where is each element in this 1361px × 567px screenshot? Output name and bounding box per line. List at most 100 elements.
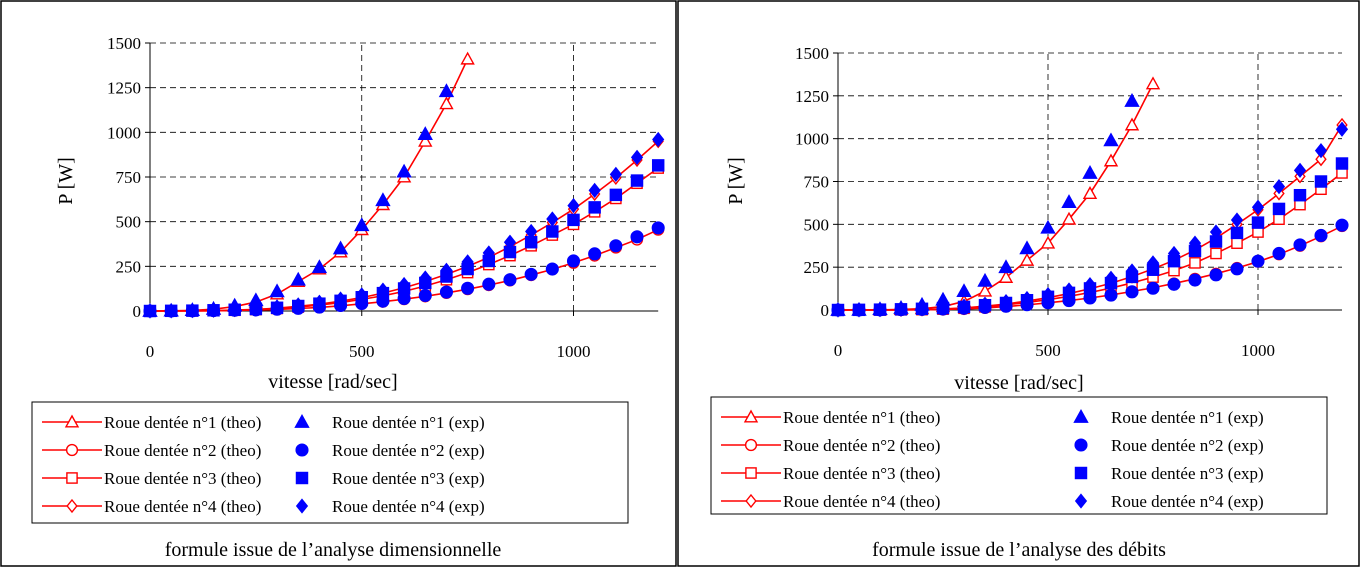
data-point bbox=[1293, 238, 1307, 252]
data-point bbox=[1272, 179, 1286, 195]
data-point bbox=[1124, 93, 1140, 107]
data-point bbox=[1293, 188, 1307, 202]
chart-panel-right: 0 250 500 750 1000 1250 1500 0 500 1000 vitesse [… bbox=[677, 0, 1360, 567]
data-point bbox=[292, 297, 305, 313]
data-point bbox=[482, 277, 496, 291]
data-point bbox=[1272, 246, 1286, 261]
data-point bbox=[1103, 153, 1119, 167]
data-point bbox=[440, 262, 453, 278]
data-point bbox=[567, 197, 580, 214]
data-point bbox=[545, 262, 559, 276]
y-tick-label: 0 bbox=[133, 302, 142, 321]
data-point bbox=[1314, 175, 1328, 188]
data-point bbox=[249, 300, 262, 316]
legend-marker bbox=[294, 414, 310, 428]
legend-box bbox=[710, 396, 1328, 515]
legend-label: Roue dentée n°2 (exp) bbox=[332, 441, 485, 460]
data-point bbox=[1251, 254, 1265, 268]
grid bbox=[838, 52, 1342, 310]
legend-marker bbox=[295, 498, 309, 514]
data-point bbox=[1125, 285, 1139, 299]
data-point bbox=[546, 225, 559, 238]
data-point bbox=[609, 239, 623, 253]
data-point bbox=[419, 270, 432, 286]
data-point bbox=[1062, 282, 1076, 298]
data-point bbox=[418, 133, 433, 147]
series-exp-circle bbox=[831, 218, 1349, 317]
data-point bbox=[525, 223, 538, 240]
series-group bbox=[830, 76, 1349, 318]
data-point bbox=[332, 240, 349, 255]
series-exp-triangle bbox=[142, 83, 455, 317]
data-point bbox=[1019, 252, 1035, 266]
data-point bbox=[588, 182, 601, 199]
data-point bbox=[1083, 277, 1097, 293]
y-axis-label: P [W] bbox=[55, 157, 77, 205]
legend-label: Roue dentée n°3 (exp) bbox=[332, 469, 485, 488]
data-point bbox=[1061, 194, 1077, 208]
data-point bbox=[936, 299, 950, 316]
legend-marker bbox=[66, 472, 78, 484]
data-point bbox=[1209, 268, 1223, 282]
x-tick-label: 1000 bbox=[1241, 341, 1275, 360]
y-tick-label: 750 bbox=[116, 168, 142, 187]
y-tick-label: 500 bbox=[804, 215, 830, 234]
legend-label: Roue dentée n°3 (exp) bbox=[1111, 464, 1264, 483]
data-point bbox=[567, 213, 580, 227]
x-tick-label: 0 bbox=[146, 342, 155, 361]
chart-panel-left: 0 250 500 750 1000 1250 1500 0 500 1000 vitesse [… bbox=[0, 0, 677, 567]
data-point bbox=[524, 267, 538, 281]
data-point bbox=[1103, 132, 1119, 147]
data-point bbox=[915, 300, 929, 317]
data-point bbox=[460, 51, 475, 65]
tick-labels: 0 250 500 750 1000 1250 1500 0 500 1000 bbox=[795, 44, 1275, 360]
data-point bbox=[1104, 288, 1118, 302]
axes bbox=[833, 52, 1342, 315]
data-point bbox=[207, 302, 220, 318]
legend-label: Roue dentée n°1 (theo) bbox=[104, 413, 261, 432]
data-point bbox=[396, 163, 412, 178]
data-point bbox=[1314, 228, 1328, 243]
data-point bbox=[398, 276, 411, 293]
data-point bbox=[1230, 226, 1244, 240]
data-point bbox=[831, 302, 845, 318]
data-point bbox=[439, 285, 454, 299]
data-point bbox=[1251, 199, 1265, 215]
data-point bbox=[461, 281, 475, 295]
data-point bbox=[461, 254, 474, 270]
legend-marker bbox=[745, 467, 757, 479]
y-tick-label: 500 bbox=[116, 213, 142, 232]
legend-label: Roue dentée n°2 (exp) bbox=[1111, 436, 1264, 455]
data-point bbox=[376, 282, 390, 298]
data-point bbox=[873, 302, 887, 318]
data-point bbox=[1104, 270, 1118, 286]
data-point bbox=[313, 294, 326, 310]
data-point bbox=[1188, 273, 1202, 287]
series-line bbox=[838, 83, 1154, 311]
legend-marker bbox=[295, 471, 309, 485]
data-point bbox=[1146, 281, 1160, 295]
legend-label: Roue dentée n°1 (exp) bbox=[332, 413, 485, 432]
series-line bbox=[149, 58, 469, 312]
data-point bbox=[1145, 76, 1161, 90]
x-axis-label: vitesse [rad/sec] bbox=[268, 371, 397, 393]
data-point bbox=[999, 293, 1013, 310]
legend-marker bbox=[744, 438, 758, 452]
data-point bbox=[977, 283, 993, 297]
y-tick-label: 1500 bbox=[107, 34, 141, 53]
x-tick-label: 500 bbox=[349, 342, 375, 361]
legend-label: Roue dentée n°1 (exp) bbox=[1111, 408, 1264, 427]
legend-box bbox=[31, 401, 629, 524]
figure-caption: formule issue de l’analyse dimensionnell… bbox=[165, 539, 502, 561]
data-point bbox=[143, 303, 157, 319]
data-point bbox=[1230, 262, 1244, 276]
data-point bbox=[1335, 218, 1349, 232]
y-tick-label: 250 bbox=[804, 258, 830, 277]
legend-label: Roue dentée n°4 (theo) bbox=[783, 492, 940, 511]
data-point bbox=[1040, 219, 1056, 234]
data-point bbox=[1335, 121, 1349, 137]
data-point bbox=[546, 211, 559, 227]
data-point bbox=[978, 296, 992, 312]
legend-marker bbox=[66, 498, 78, 514]
